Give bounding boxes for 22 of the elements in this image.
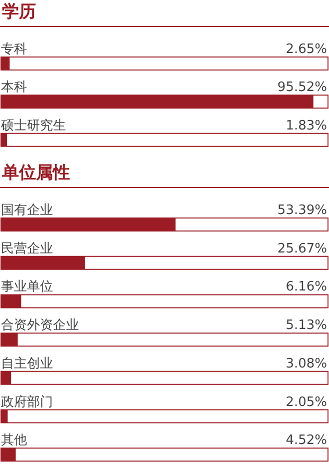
category-label: 合资外资企业 (1, 318, 79, 333)
category-label: 国有企业 (1, 202, 53, 218)
data-label: 2.65% (286, 42, 327, 57)
category-label: 政府部门 (1, 394, 53, 410)
data-label: 5.13% (286, 318, 327, 333)
category-label: 硕士研究生 (1, 118, 66, 134)
category-label: 专科 (1, 42, 27, 57)
chart-title: 单位属性 (0, 160, 329, 188)
chart-title: 学历 (0, 0, 329, 27)
data-label: 1.83% (286, 118, 327, 134)
data-label: 25.67% (277, 240, 327, 256)
data-label: 6.16% (286, 279, 327, 294)
category-label: 事业单位 (1, 279, 53, 294)
data-label: 2.05% (286, 394, 327, 410)
data-label: 4.52% (286, 432, 327, 448)
data-label: 53.39% (277, 202, 327, 218)
category-label: 自主创业 (1, 356, 53, 371)
category-label: 民营企业 (1, 240, 53, 256)
category-label: 本科 (1, 80, 27, 96)
category-label: 其他 (1, 432, 27, 448)
data-label: 3.08% (286, 356, 327, 371)
data-label: 95.52% (277, 80, 327, 96)
